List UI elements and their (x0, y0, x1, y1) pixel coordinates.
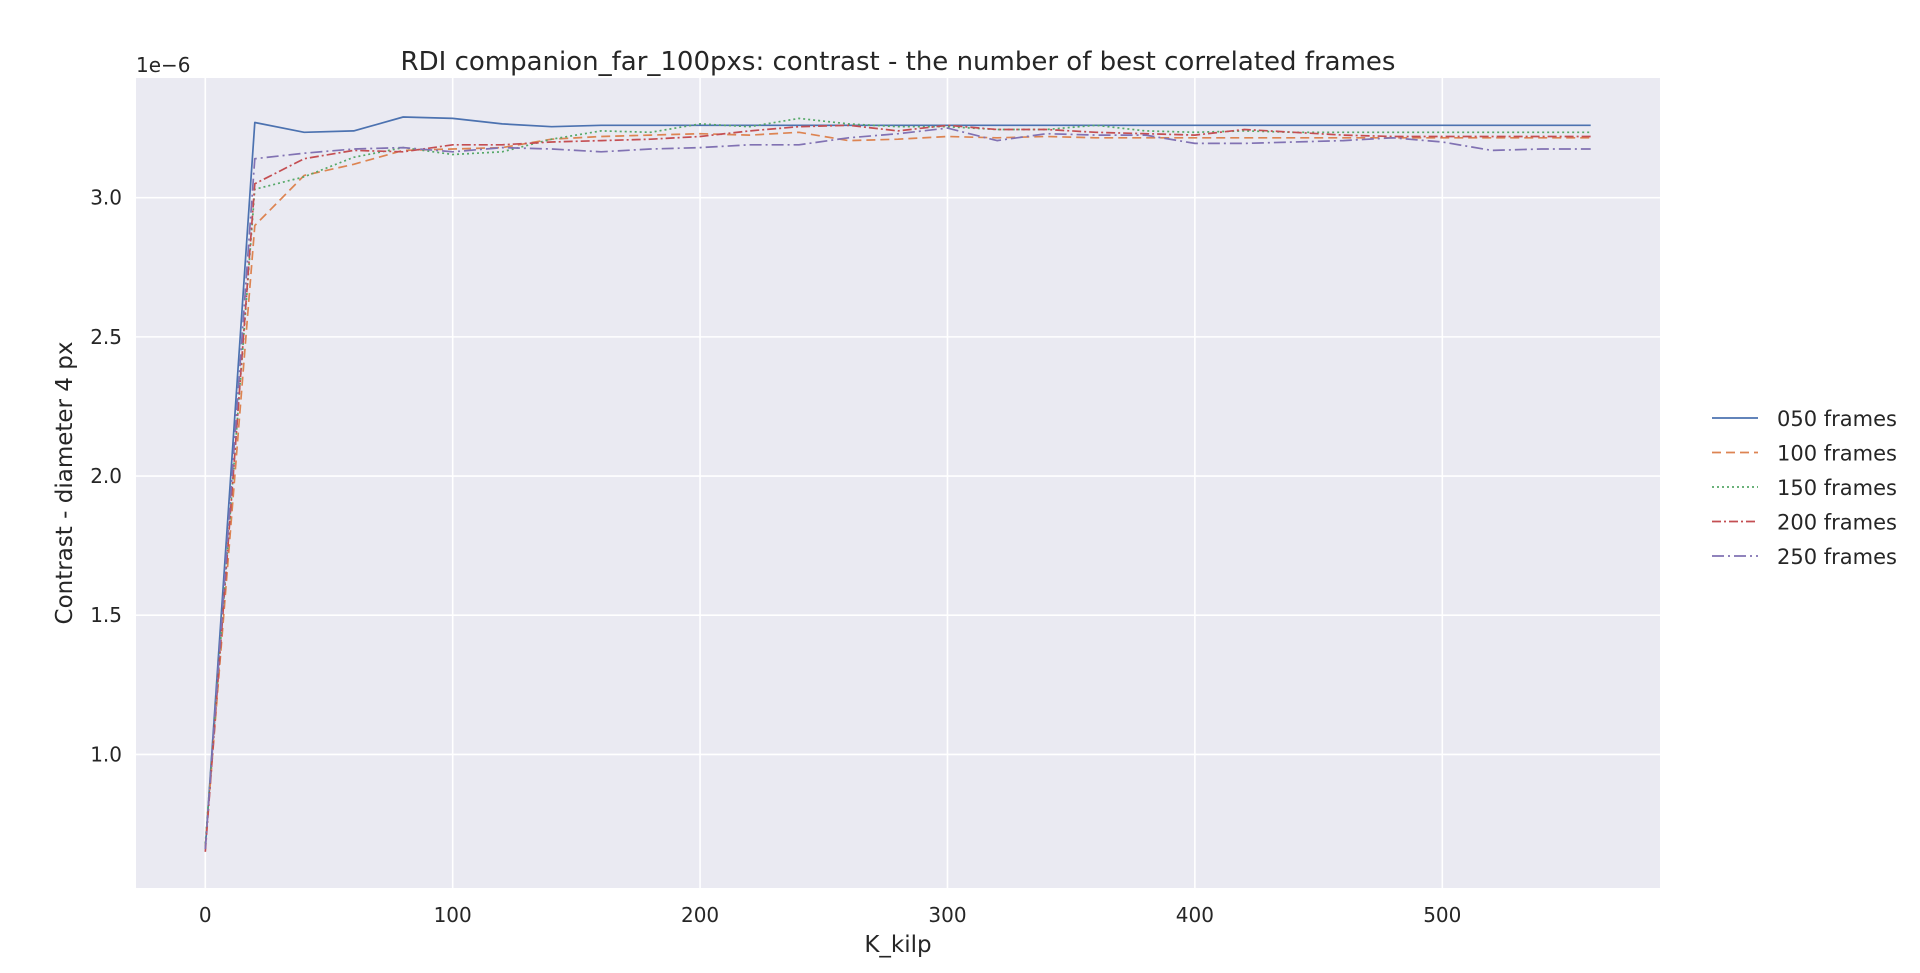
y-offset-label: 1e−6 (136, 53, 191, 77)
chart-title: RDI companion_far_100pxs: contrast - the… (401, 47, 1396, 77)
x-tick-label: 400 (1176, 903, 1214, 927)
y-tick-labels: 1.0 1.5 2.0 2.5 3.0 (90, 186, 122, 767)
y-axis-label: Contrast - diameter 4 px (52, 342, 78, 625)
series-line-100-frames (204, 131, 1591, 847)
series-line-050-frames (204, 116, 1591, 850)
legend-label: 150 frames (1777, 476, 1897, 500)
y-tick-label: 2.0 (90, 464, 122, 488)
series-lines (204, 116, 1591, 852)
x-tick-label: 200 (681, 903, 719, 927)
x-tick-label: 100 (434, 903, 472, 927)
legend-label: 250 frames (1777, 545, 1897, 569)
y-tick-label: 1.5 (90, 603, 122, 627)
legend-label: 050 frames (1777, 407, 1897, 431)
legend-label: 100 frames (1777, 442, 1897, 466)
x-axis-label: K_kilp (864, 932, 931, 958)
x-tick-label: 0 (199, 903, 212, 927)
y-gridlines (136, 196, 1660, 756)
y-tick-label: 2.5 (90, 325, 122, 349)
legend: 050 frames 100 frames 150 frames 200 frames… (1712, 407, 1897, 569)
plot-area (136, 78, 1660, 888)
series-line-150-frames (204, 117, 1591, 844)
x-tick-labels: 0 100 200 300 400 500 (199, 903, 1461, 927)
series-line-250-frames (204, 127, 1591, 850)
y-tick-label: 1.0 (90, 742, 122, 766)
x-gridlines (204, 78, 1444, 888)
legend-label: 200 frames (1777, 511, 1897, 535)
x-tick-label: 300 (928, 903, 966, 927)
y-tick-label: 3.0 (90, 186, 122, 210)
series-line-200-frames (204, 124, 1591, 852)
x-tick-label: 500 (1423, 903, 1461, 927)
